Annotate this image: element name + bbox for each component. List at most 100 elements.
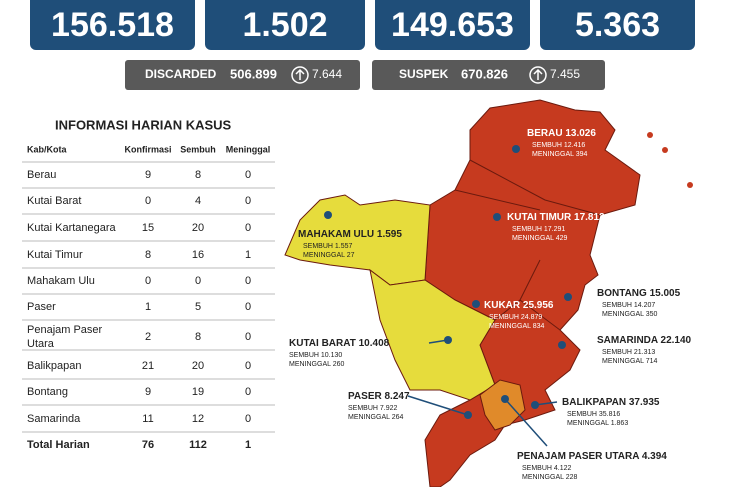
region-meninggal: MENINGGAL 394 [532,151,587,158]
daily-table: INFORMASI HARIAN KASUS Kab/Kota Konfirmasi… [22,117,275,451]
region-sembuh: SEMBUH 4.122 [522,465,572,472]
table-cell: 12 [192,413,204,425]
region-title: PENAJAM PASER UTARA [517,451,639,462]
region-labels: BERAU 13.026 SEMBUH 12.416 MENINGGAL 394 KU… [289,128,692,481]
region-mahakam-ulu [284,194,431,286]
table-cell: 0 [145,275,151,287]
pill-label: DISCARDED [145,67,217,81]
leader-line [504,398,548,447]
table-cell: 0 [145,195,151,207]
map [284,99,693,487]
region-value: 13.026 [565,128,596,139]
region-dot [444,336,452,344]
table-cell: 9 [145,169,151,181]
region-dot [558,341,566,349]
region-title: BALIKPAPAN [562,397,626,408]
region-value: 1.595 [377,229,402,240]
region-dot [472,300,480,308]
pill-value: 670.826 [461,66,508,81]
stat-box [30,0,195,50]
region-title: KUTAI TIMUR [507,212,572,223]
region-name: MAHAKAM ULU 1.595 [298,229,402,240]
table-cell: 11 [142,413,153,425]
region-meninggal: MENINGGAL 264 [348,414,403,421]
region-sembuh: SEMBUH 14.207 [602,302,655,309]
region-sembuh: SEMBUH 10.130 [289,352,342,359]
table-cell: 1 [245,439,251,451]
region-sembuh: SEMBUH 21.313 [602,349,655,356]
cell-line: Penajam Paser [27,324,103,336]
table-cell: 20 [192,360,204,372]
table-cell: 1 [245,249,251,261]
table-cell: 0 [245,301,251,313]
region-meninggal: MENINGGAL 260 [289,361,344,368]
table-cell: 5 [195,301,201,313]
region-meninggal: MENINGGAL 27 [303,252,355,259]
region-dot [531,401,539,409]
table-cell: 0 [245,360,251,372]
region-meninggal: MENINGGAL 350 [602,311,657,318]
table-cell: Kutai Kartanegara [27,222,117,234]
stat-value: 149.653 [391,6,514,44]
region-dot [324,211,332,219]
region-name: KUTAI TIMUR 17.812 [507,212,605,223]
region-name: BERAU 13.026 [527,128,596,139]
region-value: 17.812 [574,212,605,223]
region-meninggal: MENINGGAL 834 [489,323,544,330]
region-sembuh: SEMBUH 12.416 [532,142,585,149]
region-title: KUTAI BARAT [289,338,356,349]
table-cell: Kutai Timur [27,249,83,261]
table-cell: 76 [142,439,154,451]
table-cell: Penajam Paser Utara [27,324,103,350]
region-name: PASER 8.247 [348,391,410,402]
table-cell: Konfirmasi [124,144,171,154]
table-cell: 0 [245,413,251,425]
region-title: SAMARINDA [597,335,658,346]
region-dot [493,213,501,221]
leader-line [407,395,469,416]
table-cell: Samarinda [27,413,81,425]
stats: 156.518 1.502 149.653 5.363 DISCARDED 506.899… [30,0,695,90]
table-cell: 0 [245,222,251,234]
pill [372,60,605,90]
region-meninggal: MENINGGAL 714 [602,358,657,365]
table-cell: 2 [145,331,151,343]
region-meninggal: MENINGGAL 1.863 [567,420,628,427]
table-cell: Kab/Kota [27,144,67,154]
stat-box [540,0,695,50]
region-dot [512,145,520,153]
region-name: SAMARINDA 22.140 [597,335,692,346]
region-name: KUTAI BARAT 10.408 [289,338,390,349]
table-cell: 16 [192,249,204,261]
table-cell: Balikpapan [27,360,81,372]
table-cell: 4 [195,195,201,207]
cell-line: Utara [27,338,55,350]
region-sembuh: SEMBUH 7.922 [348,405,398,412]
pill-change: 7.644 [312,67,342,81]
region-name: BALIKPAPAN 37.935 [562,397,660,408]
region-value: 4.394 [642,451,667,462]
island [662,147,668,153]
table-cell: Meninggal [226,144,271,154]
table-cell: 0 [245,331,251,343]
stat-value: 156.518 [51,6,174,44]
pill-change: 7.455 [550,67,580,81]
region-title: PASER [348,391,382,402]
pill-label: SUSPEK [399,67,449,81]
region-value: 8.247 [385,391,410,402]
region-name: BONTANG 15.005 [597,288,681,299]
region-name: PENAJAM PASER UTARA 4.394 [517,451,667,462]
table-cell: 21 [142,360,154,372]
table-cell: 1 [145,301,151,313]
table-cell: 0 [245,195,251,207]
arrow-icon [295,68,305,80]
table-cell: 8 [145,249,151,261]
table-title: INFORMASI HARIAN KASUS [55,117,232,132]
region-sembuh: SEMBUH 17.291 [512,226,565,233]
region-meninggal: MENINGGAL 429 [512,235,567,242]
region-value: 37.935 [629,397,660,408]
stat-value: 1.502 [242,6,327,44]
region-dot [564,293,572,301]
region-border [454,159,601,331]
